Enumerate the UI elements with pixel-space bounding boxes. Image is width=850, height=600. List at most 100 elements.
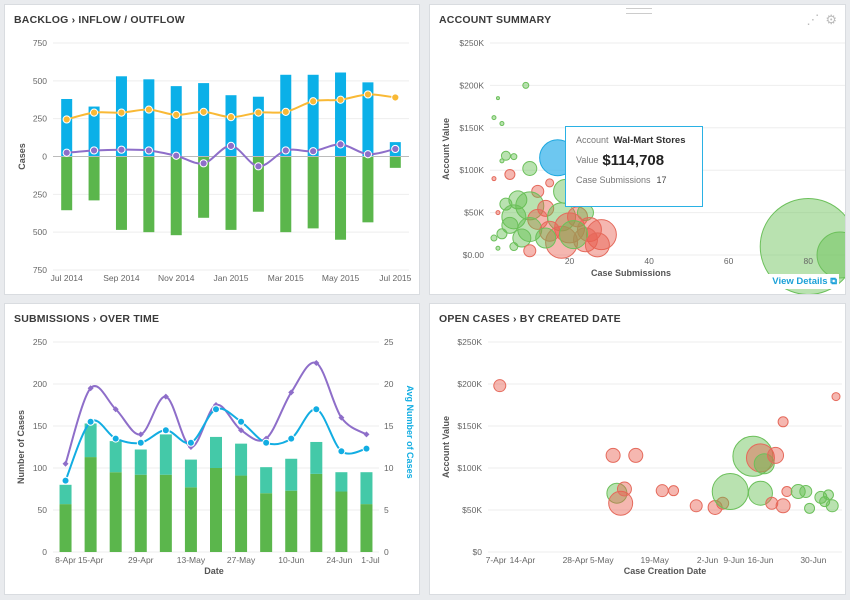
bubble-open-case (628, 447, 644, 463)
bar-inflow (143, 79, 155, 157)
x-tick-label: 7-Apr (486, 555, 507, 565)
gear-icon[interactable]: ⚙ (825, 12, 837, 27)
point-net (309, 147, 318, 156)
external-link-icon: ⧉ (830, 276, 837, 287)
point-avg-a (338, 414, 345, 421)
y-axis-label: Account Value (441, 416, 451, 478)
bar-closed (235, 475, 248, 552)
bubble-open-case (825, 499, 839, 513)
point-avg-a (313, 360, 320, 366)
point-avg-a (137, 431, 144, 438)
bubble-account (500, 150, 511, 161)
bar-outflow (88, 156, 100, 201)
open-cases-panel: OPEN CASES › BY CREATED DATE $0 $50K $100K… (429, 303, 846, 595)
bubble-open-case (745, 443, 775, 473)
tooltip-account-label: Account (576, 135, 609, 145)
account-tooltip: Account Wal-Mart Stores Value $114,708 Cas… (565, 126, 703, 207)
bar-open (235, 443, 248, 476)
x-axis-label: Case Submissions (591, 268, 671, 278)
tooltip-subs-value: 17 (656, 175, 667, 185)
bar-inflow (61, 98, 73, 157)
bubble-account (759, 198, 845, 294)
bubble-account (816, 231, 845, 279)
x-tick-label: 24-Jun (326, 555, 352, 565)
bubble-open-case (493, 379, 507, 393)
bubble-account (522, 81, 530, 89)
point-backlog (281, 107, 290, 116)
backlog-chart[interactable]: 750 500 250 0 250 500 750 Cases Jul 2014 Sep 2014… (5, 5, 419, 294)
y-tick-label: $150K (457, 421, 482, 431)
view-details-label: View Details (772, 276, 828, 287)
y-axis-label: Number of Cases (16, 410, 26, 484)
y2-tick-label: 15 (384, 421, 394, 431)
x-tick-label: Jul 2014 (51, 273, 83, 283)
point-backlog (172, 110, 181, 119)
point-avg-b (212, 405, 220, 414)
bar-closed (159, 474, 172, 552)
point-net (226, 141, 236, 151)
bubble-account (523, 244, 537, 258)
tooltip-value-label: Value (576, 154, 599, 165)
open-cases-chart[interactable]: $0 $50K $100K $150K $200K $250K Account Value 7… (430, 304, 845, 594)
point-backlog (254, 108, 263, 117)
backlog-title: BACKLOG › INFLOW / OUTFLOW (14, 14, 185, 26)
tooltip-account-value: Wal-Mart Stores (613, 135, 686, 146)
y2-tick-label: 25 (384, 337, 394, 347)
point-net (62, 148, 71, 157)
bar-open (134, 449, 147, 475)
bar-outflow (198, 156, 210, 218)
bubble-account (495, 210, 501, 216)
point-avg-b (237, 417, 246, 426)
x-tick-label: 15-Apr (78, 555, 104, 565)
y-tick-label: 750 (33, 265, 47, 275)
bar-outflow (335, 156, 347, 240)
submissions-title: SUBMISSIONS › OVER TIME (14, 313, 160, 325)
bubble-account (576, 217, 602, 243)
view-details-link[interactable]: View Details ⧉ (766, 274, 839, 289)
bar-inflow (198, 83, 210, 157)
bar-open (260, 467, 273, 494)
bar-closed (184, 487, 197, 552)
bar-closed (210, 468, 222, 552)
y-tick-label: $0.00 (463, 250, 485, 260)
y-axis-label: Cases (17, 143, 27, 170)
point-avg-b (86, 417, 95, 426)
bubble-account (584, 232, 610, 258)
point-net (391, 144, 400, 154)
x-tick-label: 27-May (227, 555, 256, 565)
bubble-open-case (804, 502, 816, 514)
bubble-account (496, 228, 508, 240)
bar-outflow (61, 156, 73, 211)
bubble-account (509, 242, 519, 252)
bubble-open-case (605, 447, 621, 463)
bubble-open-case (616, 481, 632, 497)
bar-outflow (307, 156, 319, 229)
expand-icon[interactable]: ⋰ (806, 12, 820, 27)
point-net (363, 150, 373, 159)
bubble-open-case (711, 473, 749, 511)
bar-closed (335, 491, 348, 552)
bubble-account (515, 191, 545, 221)
point-backlog (117, 108, 126, 117)
drag-handle[interactable] (626, 8, 652, 14)
bubble-open-case (831, 392, 841, 402)
point-backlog (363, 90, 373, 99)
submissions-chart[interactable]: 0 50 100 150 200 250 0 5 10 15 20 25 Number of Cases… (5, 304, 419, 594)
account-summary-chart[interactable]: $0.00 $50K $100K $150K $200K $250K Account Val… (430, 5, 845, 294)
point-backlog (309, 97, 318, 106)
point-avg-b (262, 438, 271, 447)
y-tick-label: 500 (33, 227, 47, 237)
bubble-account (531, 184, 545, 198)
tooltip-value-value: $114,708 (602, 152, 665, 169)
account-summary-panel: ACCOUNT SUMMARY ⋰ ⚙ $0.00 $50K $100K $150K $2… (429, 4, 846, 295)
point-backlog (89, 108, 99, 117)
bubble-open-case (781, 486, 793, 498)
y2-tick-label: 10 (384, 463, 394, 473)
account-summary-title: ACCOUNT SUMMARY (439, 14, 552, 26)
x-tick-label: 60 (724, 256, 734, 266)
bar-open (335, 472, 348, 492)
bar-inflow (225, 95, 237, 157)
y2-tick-label: 0 (384, 547, 389, 557)
point-net (117, 145, 126, 154)
y-tick-label: $50K (462, 505, 482, 515)
